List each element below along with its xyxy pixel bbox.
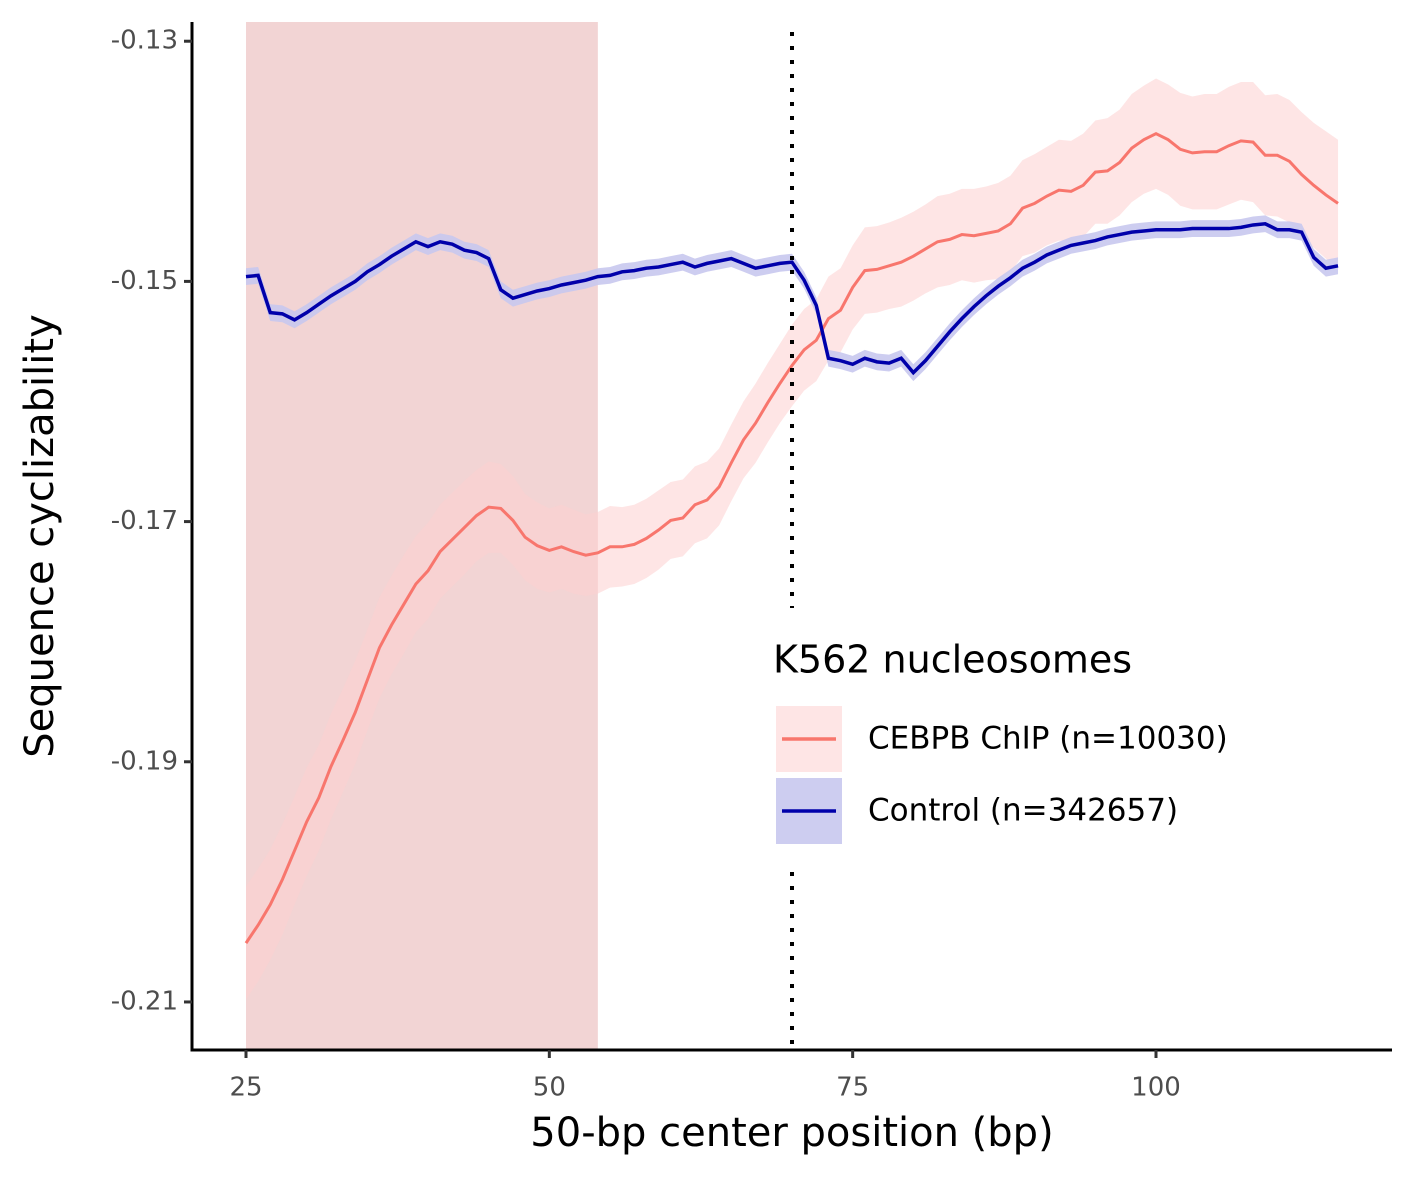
legend-background: [760, 608, 1320, 870]
y-tick-label: -0.19: [111, 746, 178, 776]
series-line: [244, 132, 1339, 944]
y-tick-label: -0.13: [111, 26, 178, 56]
y-tick-label: -0.15: [111, 266, 178, 296]
x-tick-label: 50: [533, 1073, 566, 1103]
y-axis-title: Sequence cyclizability: [17, 314, 63, 758]
y-tick-label: -0.21: [111, 986, 178, 1016]
x-axis-title: 50-bp center position (bp): [530, 1110, 1053, 1156]
x-tick-label: 100: [1131, 1073, 1181, 1103]
confidence-band: [245, 78, 1339, 1000]
legend-label: Control (n=342657): [868, 793, 1178, 829]
legend-label: CEBPB ChIP (n=10030): [868, 721, 1228, 757]
confidence-band: [245, 215, 1339, 382]
x-tick-label: 75: [836, 1073, 869, 1103]
legend-title: K562 nucleosomes: [773, 638, 1132, 682]
y-tick-label: -0.17: [111, 506, 178, 536]
x-tick-label: 25: [229, 1073, 262, 1103]
series-line: [245, 221, 1339, 376]
legend: K562 nucleosomes CEBPB ChIP (n=10030) Cont…: [760, 608, 1320, 870]
